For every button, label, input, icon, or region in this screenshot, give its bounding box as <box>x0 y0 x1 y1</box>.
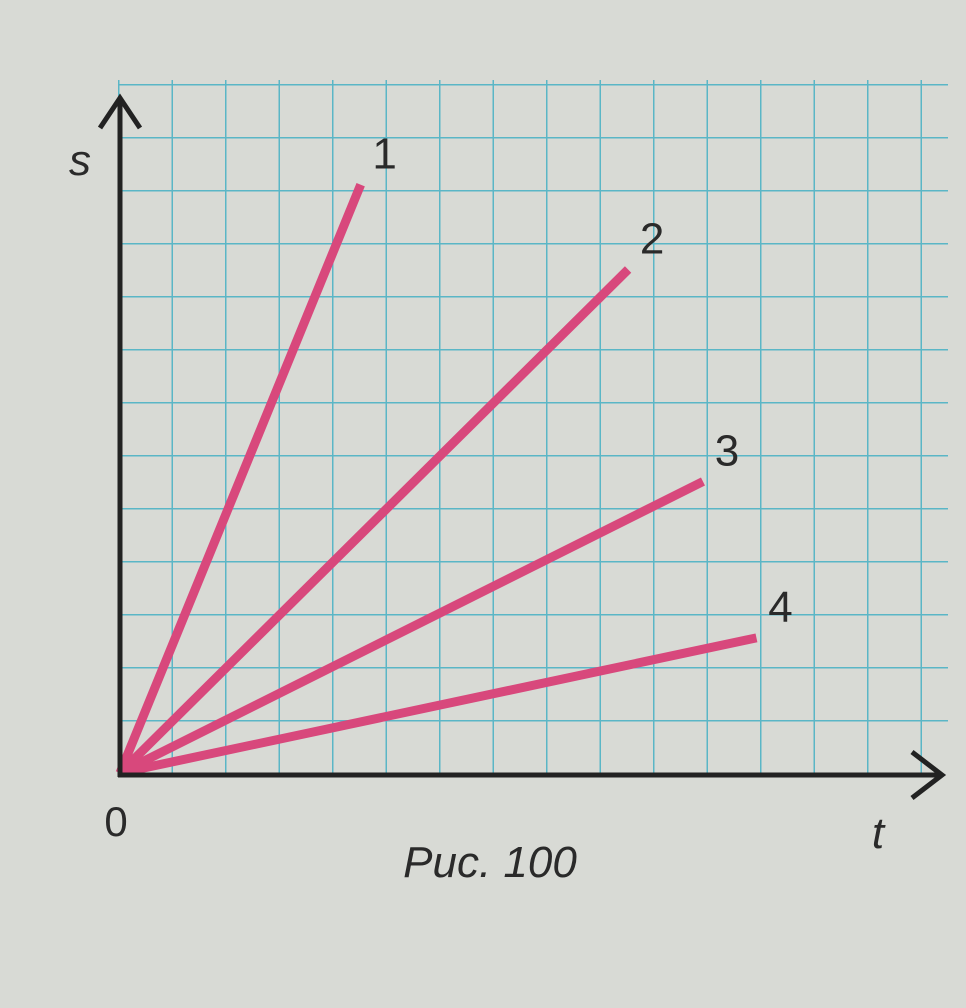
y-axis-label: s <box>69 136 91 185</box>
y-arrow <box>97 93 143 130</box>
series-label: 4 <box>768 583 792 632</box>
series-line <box>119 633 758 778</box>
x-arrow <box>910 750 947 800</box>
grid-paper <box>118 80 948 773</box>
series-label: 2 <box>640 215 664 264</box>
series-line <box>115 182 365 775</box>
caption: Рис. 100 <box>403 838 577 887</box>
series-line <box>116 266 632 777</box>
series-label: 3 <box>715 427 739 476</box>
x-axis-label: t <box>872 809 886 858</box>
origin-label: 0 <box>104 798 127 845</box>
series-label: 1 <box>372 130 396 179</box>
series-line <box>117 477 705 778</box>
